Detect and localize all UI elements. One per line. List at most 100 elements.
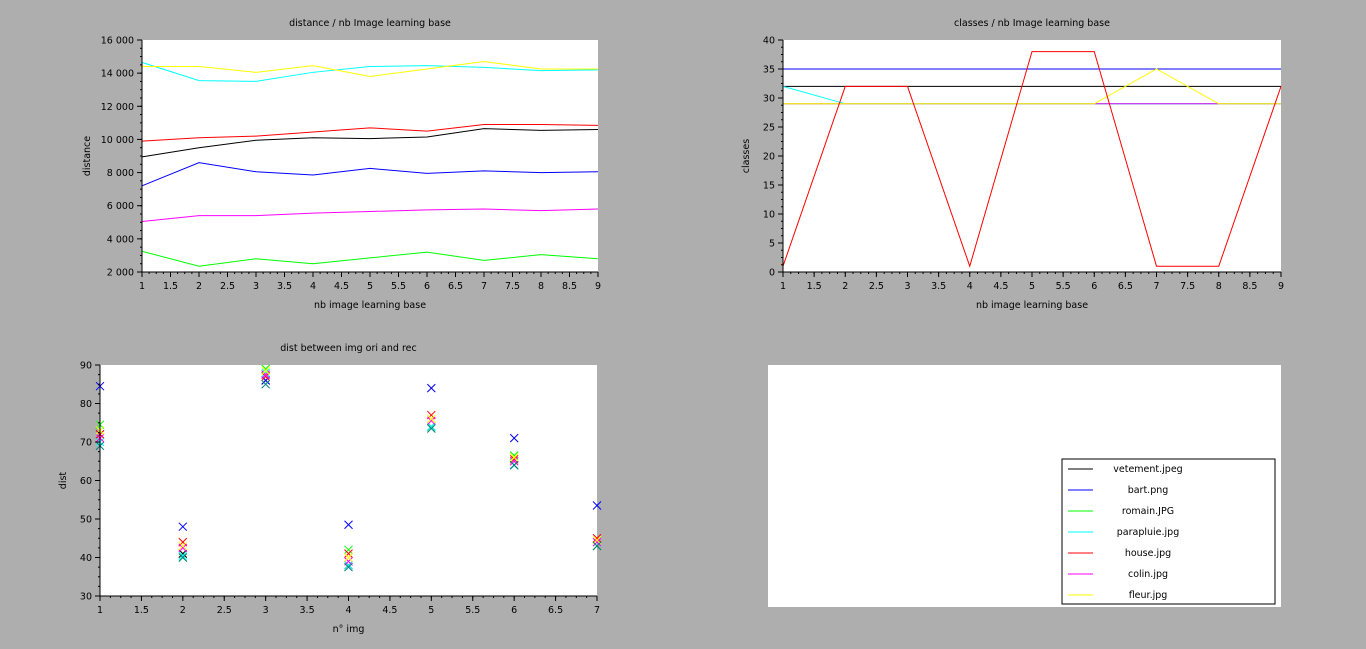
legend-items: vetement.jpeg bart.png romain.JPG parapluie…	[1068, 464, 1183, 601]
data-point	[592, 533, 602, 543]
x-tick-label: 2.5	[220, 281, 235, 292]
y-tick-label: 40	[763, 36, 775, 47]
y-tick-label: 8 000	[107, 168, 134, 179]
legend-label: parapluie.jpg	[1117, 527, 1179, 538]
series-line	[142, 61, 598, 77]
series-line	[141, 128, 599, 158]
x-tick-label: 9	[1278, 281, 1284, 292]
chart-title: dist between img ori and rec	[280, 343, 416, 354]
series-vetement-jpeg	[141, 128, 599, 158]
chart-title: distance / nb Image learning base	[289, 18, 451, 29]
x-tick-label: 8	[538, 281, 544, 292]
legend-entry: bart.png	[1068, 485, 1168, 496]
data-point	[426, 416, 436, 426]
x-tick-label: 7	[594, 605, 600, 616]
x-tick-label: 4.5	[993, 281, 1008, 292]
data-point	[592, 537, 602, 547]
series-bart-png	[95, 376, 602, 532]
y-tick-label: 12 000	[101, 102, 134, 113]
x-axis-label: nb image learning base	[314, 300, 426, 311]
data-point	[261, 366, 271, 376]
y-tick-label: 20	[763, 152, 775, 163]
data-point	[509, 433, 519, 443]
x-tick-label: 3.5	[931, 281, 946, 292]
x-tick-label: 6	[424, 281, 430, 292]
data-point	[261, 368, 271, 378]
x-tick-label: 8	[1216, 281, 1222, 292]
x-tick-label: 6.5	[1118, 281, 1133, 292]
data-point	[178, 541, 188, 551]
legend-entry: colin.jpg	[1068, 569, 1168, 580]
x-tick-label: 3	[263, 605, 269, 616]
x-tick-label: 2	[842, 281, 848, 292]
x-tick-label: 7.5	[1180, 281, 1195, 292]
y-tick-label: 0	[769, 268, 775, 279]
legend-entry: fleur.jpg	[1068, 590, 1167, 601]
x-tick-label: 3.5	[300, 605, 315, 616]
x-tick-label: 2.5	[869, 281, 884, 292]
x-tick-label: 4	[345, 605, 351, 616]
data-point	[178, 522, 188, 532]
x-tick-label: 5.5	[465, 605, 480, 616]
x-tick-label: 5	[1029, 281, 1035, 292]
legend-entry: romain.JPG	[1068, 506, 1174, 517]
series-house-jpg	[782, 51, 1282, 268]
data-point	[178, 551, 188, 560]
legend-label: colin.jpg	[1128, 569, 1168, 580]
series-line	[141, 250, 599, 267]
series-line	[782, 51, 1282, 268]
y-tick-label: 60	[80, 476, 92, 487]
x-tick-label: 1	[97, 605, 103, 616]
y-tick-label: 2 000	[107, 268, 134, 279]
x-tick-label: 7.5	[505, 281, 520, 292]
series-unlabeled	[95, 379, 602, 572]
x-tick-label: 6.5	[548, 605, 563, 616]
legend-box	[1061, 458, 1276, 605]
y-tick-label: 80	[80, 399, 92, 410]
data-point	[509, 453, 519, 462]
legend-label: vetement.jpeg	[1113, 464, 1182, 475]
x-tick-label: 5.5	[391, 281, 406, 292]
x-tick-label: 4.5	[334, 281, 349, 292]
data-point	[344, 560, 353, 570]
legend-label: romain.JPG	[1122, 506, 1174, 517]
x-tick-label: 3	[904, 281, 910, 292]
x-tick-label: 4	[967, 281, 973, 292]
y-tick-label: 4 000	[107, 234, 134, 245]
y-tick-label: 16 000	[101, 36, 134, 47]
x-tick-label: 3.5	[277, 281, 292, 292]
data-point	[178, 543, 188, 553]
x-tick-label: 9	[595, 281, 601, 292]
plot-area	[142, 40, 598, 272]
classes-chart: classes / nb Image learning base 1 1.5 2 2.5…	[741, 18, 1284, 311]
data-point	[509, 456, 519, 466]
series-colin-jpg	[141, 208, 599, 222]
data-point	[261, 370, 271, 379]
legend-entry: vetement.jpeg	[1068, 464, 1183, 475]
chart-title: classes / nb Image learning base	[954, 18, 1110, 29]
y-tick-label: 5	[769, 239, 775, 250]
y-tick-label: 35	[763, 65, 775, 76]
data-point	[344, 562, 353, 572]
x-axis-label: n° img	[333, 624, 365, 635]
y-axis-label: classes	[741, 139, 752, 173]
data-point	[426, 383, 436, 393]
data-point	[592, 541, 602, 551]
plot-area	[783, 40, 1281, 272]
dist-scatter-chart: dist between img ori and rec 1 1.5 2 2.5 3 3.5…	[58, 343, 602, 635]
series-line	[141, 162, 599, 187]
x-tick-label: 4.5	[382, 605, 397, 616]
y-tick-label: 25	[763, 123, 775, 134]
data-point	[261, 379, 271, 389]
x-tick-label: 1	[780, 281, 786, 292]
x-tick-label: 5	[367, 281, 373, 292]
x-tick-label: 6	[511, 605, 517, 616]
series-parapluie-jpg	[141, 61, 599, 82]
legend-label: house.jpg	[1125, 548, 1171, 559]
legend-panel: vetement.jpeg bart.png romain.JPG parapluie…	[768, 365, 1281, 607]
data-point	[178, 553, 188, 562]
y-axis-label: dist	[58, 472, 69, 490]
x-tick-label: 2	[180, 605, 186, 616]
y-tick-label: 50	[80, 515, 92, 526]
